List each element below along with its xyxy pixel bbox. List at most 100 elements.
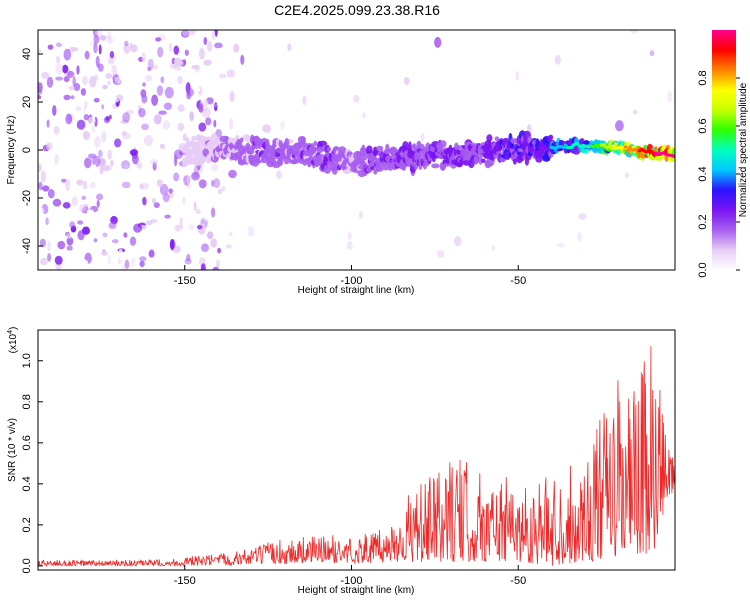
noise-speckle [84,101,88,108]
noise-speckle [213,119,217,128]
signal-core [561,145,566,149]
noise-speckle [347,231,352,240]
noise-speckle [55,55,61,64]
noise-speckle [111,64,118,76]
signal-blob [548,134,554,140]
noise-speckle [129,188,133,197]
noise-speckle [52,198,62,207]
noise-speckle [101,104,105,110]
noise-speckle [156,85,164,96]
noise-speckle [77,220,84,225]
noise-speckle [47,44,54,50]
noise-speckle [177,122,185,132]
noise-speckle [121,160,131,170]
noise-speckle [110,159,114,167]
noise-speckle [65,232,74,239]
noise-speckle [158,110,167,115]
snr-series-line [37,346,676,568]
signal-blob [419,143,425,150]
noise-speckle [229,90,235,102]
signal-blob [481,158,486,164]
signal-core [569,145,574,149]
noise-speckle [107,57,115,65]
noise-speckle [71,196,78,207]
noise-speckle [557,242,565,248]
noise-speckle [114,205,118,217]
noise-speckle [96,200,100,208]
spectrogram-y-ticks: -40 -20 0 20 40 [21,48,43,254]
noise-speckle [101,131,107,143]
noise-speckle [151,94,159,106]
noise-speckle [47,252,52,262]
noise-speckle [101,251,108,256]
noise-speckle [40,170,47,183]
colorbar-tick-label: 0.2 [697,214,709,229]
noise-speckle [434,36,442,48]
signal-blob [202,148,210,157]
noise-speckle [162,120,170,130]
spectrogram-x-tick-label: -50 [510,275,526,287]
noise-speckle [217,247,222,254]
noise-speckle [79,204,87,213]
noise-speckle [72,76,76,87]
noise-speckle [47,229,53,238]
noise-speckle [201,243,209,253]
noise-speckle [157,46,164,58]
noise-speckle [102,165,112,172]
noise-speckle [121,181,131,189]
noise-speckle [106,31,112,40]
noise-speckle [124,92,129,98]
noise-speckle [68,32,77,40]
noise-speckle [39,238,46,248]
noise-speckle [515,71,520,81]
noise-speckle [117,248,124,261]
signal-blob [323,164,332,174]
noise-speckle [61,178,67,183]
noise-speckle [84,157,92,169]
signal-blob [182,133,187,141]
noise-speckle [237,232,247,243]
noise-speckle [108,222,117,229]
noise-speckle [83,114,90,121]
colorbar: 0.0 0.2 0.4 0.6 0.8 Normalized spectral ampl… [697,30,749,278]
noise-speckle [246,248,250,256]
signal-core [611,144,616,148]
noise-speckle [218,73,227,79]
snr-y-tick-label: 1.0 [21,353,33,368]
snr-frame [37,329,676,571]
noise-speckle [577,232,582,243]
spectrogram-y-tick-label: 20 [21,96,33,108]
noise-speckle [168,67,178,77]
noise-speckle [129,236,137,246]
noise-speckle [93,42,98,54]
noise-speckle [38,207,45,216]
noise-speckle [188,224,195,230]
spectrogram-y-tick-label: -40 [21,238,33,254]
noise-speckle [125,109,135,115]
noise-speckle [124,164,128,170]
noise-speckle [173,45,180,55]
noise-speckle [232,108,237,116]
noise-speckle [105,73,113,79]
noise-speckle [82,130,91,141]
noise-speckle [46,142,53,151]
noise-speckle [143,135,153,146]
signal-blob [431,163,440,169]
noise-speckle [114,76,122,84]
noise-speckle [63,94,71,101]
noise-speckle [115,226,121,237]
signal-blob [513,158,517,165]
noise-speckle [240,54,245,65]
noise-speckle [157,132,166,143]
noise-speckle [98,149,103,158]
noise-speckle [91,217,98,223]
noise-speckle [66,245,73,251]
noise-speckle [199,48,205,60]
noise-speckle [153,114,162,125]
signal-blob [473,155,479,165]
noise-speckle [81,195,86,200]
noise-speckle [123,232,128,238]
noise-speckle [139,260,145,268]
noise-speckle [196,225,203,230]
